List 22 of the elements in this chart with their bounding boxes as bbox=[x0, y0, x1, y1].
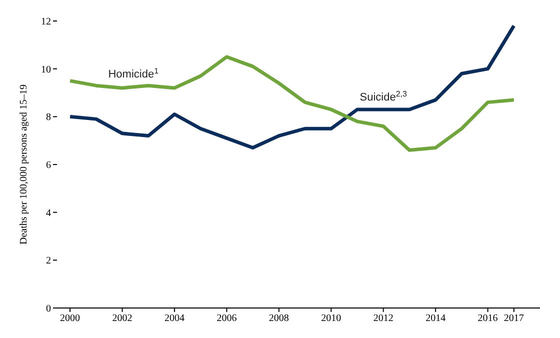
line-series bbox=[68, 55, 516, 152]
x-tick-label: 2006 bbox=[216, 313, 237, 324]
x-tick-label: 2010 bbox=[321, 313, 342, 324]
y-tick-label: 6 bbox=[46, 160, 51, 172]
y-tick-label: 0 bbox=[46, 304, 51, 315]
y-tick-label: 4 bbox=[46, 208, 51, 219]
x-tick-label: 2008 bbox=[268, 313, 289, 324]
x-tick-label: 2016 bbox=[478, 313, 498, 324]
x-tick-label: 2002 bbox=[112, 313, 132, 324]
x-tick-label: 2014 bbox=[426, 313, 446, 324]
line-series bbox=[68, 24, 516, 150]
y-tick-label: 8 bbox=[46, 112, 51, 124]
y-tick-label: 12 bbox=[41, 16, 51, 28]
x-tick-label: 2004 bbox=[164, 313, 184, 324]
series-label: Suicide$^{2,3}$ bbox=[360, 88, 408, 104]
x-tick-label: 2017 bbox=[504, 313, 524, 324]
y-tick-label: 10 bbox=[41, 64, 51, 76]
x-tick-label: 2000 bbox=[60, 313, 80, 324]
y-axis-title: Deaths per 100,000 persons aged 15–19 bbox=[18, 84, 30, 244]
series-label: Homicide$^{1}$ bbox=[108, 66, 160, 81]
x-tick-label: 2012 bbox=[373, 313, 394, 324]
y-tick-label: 2 bbox=[46, 256, 51, 267]
